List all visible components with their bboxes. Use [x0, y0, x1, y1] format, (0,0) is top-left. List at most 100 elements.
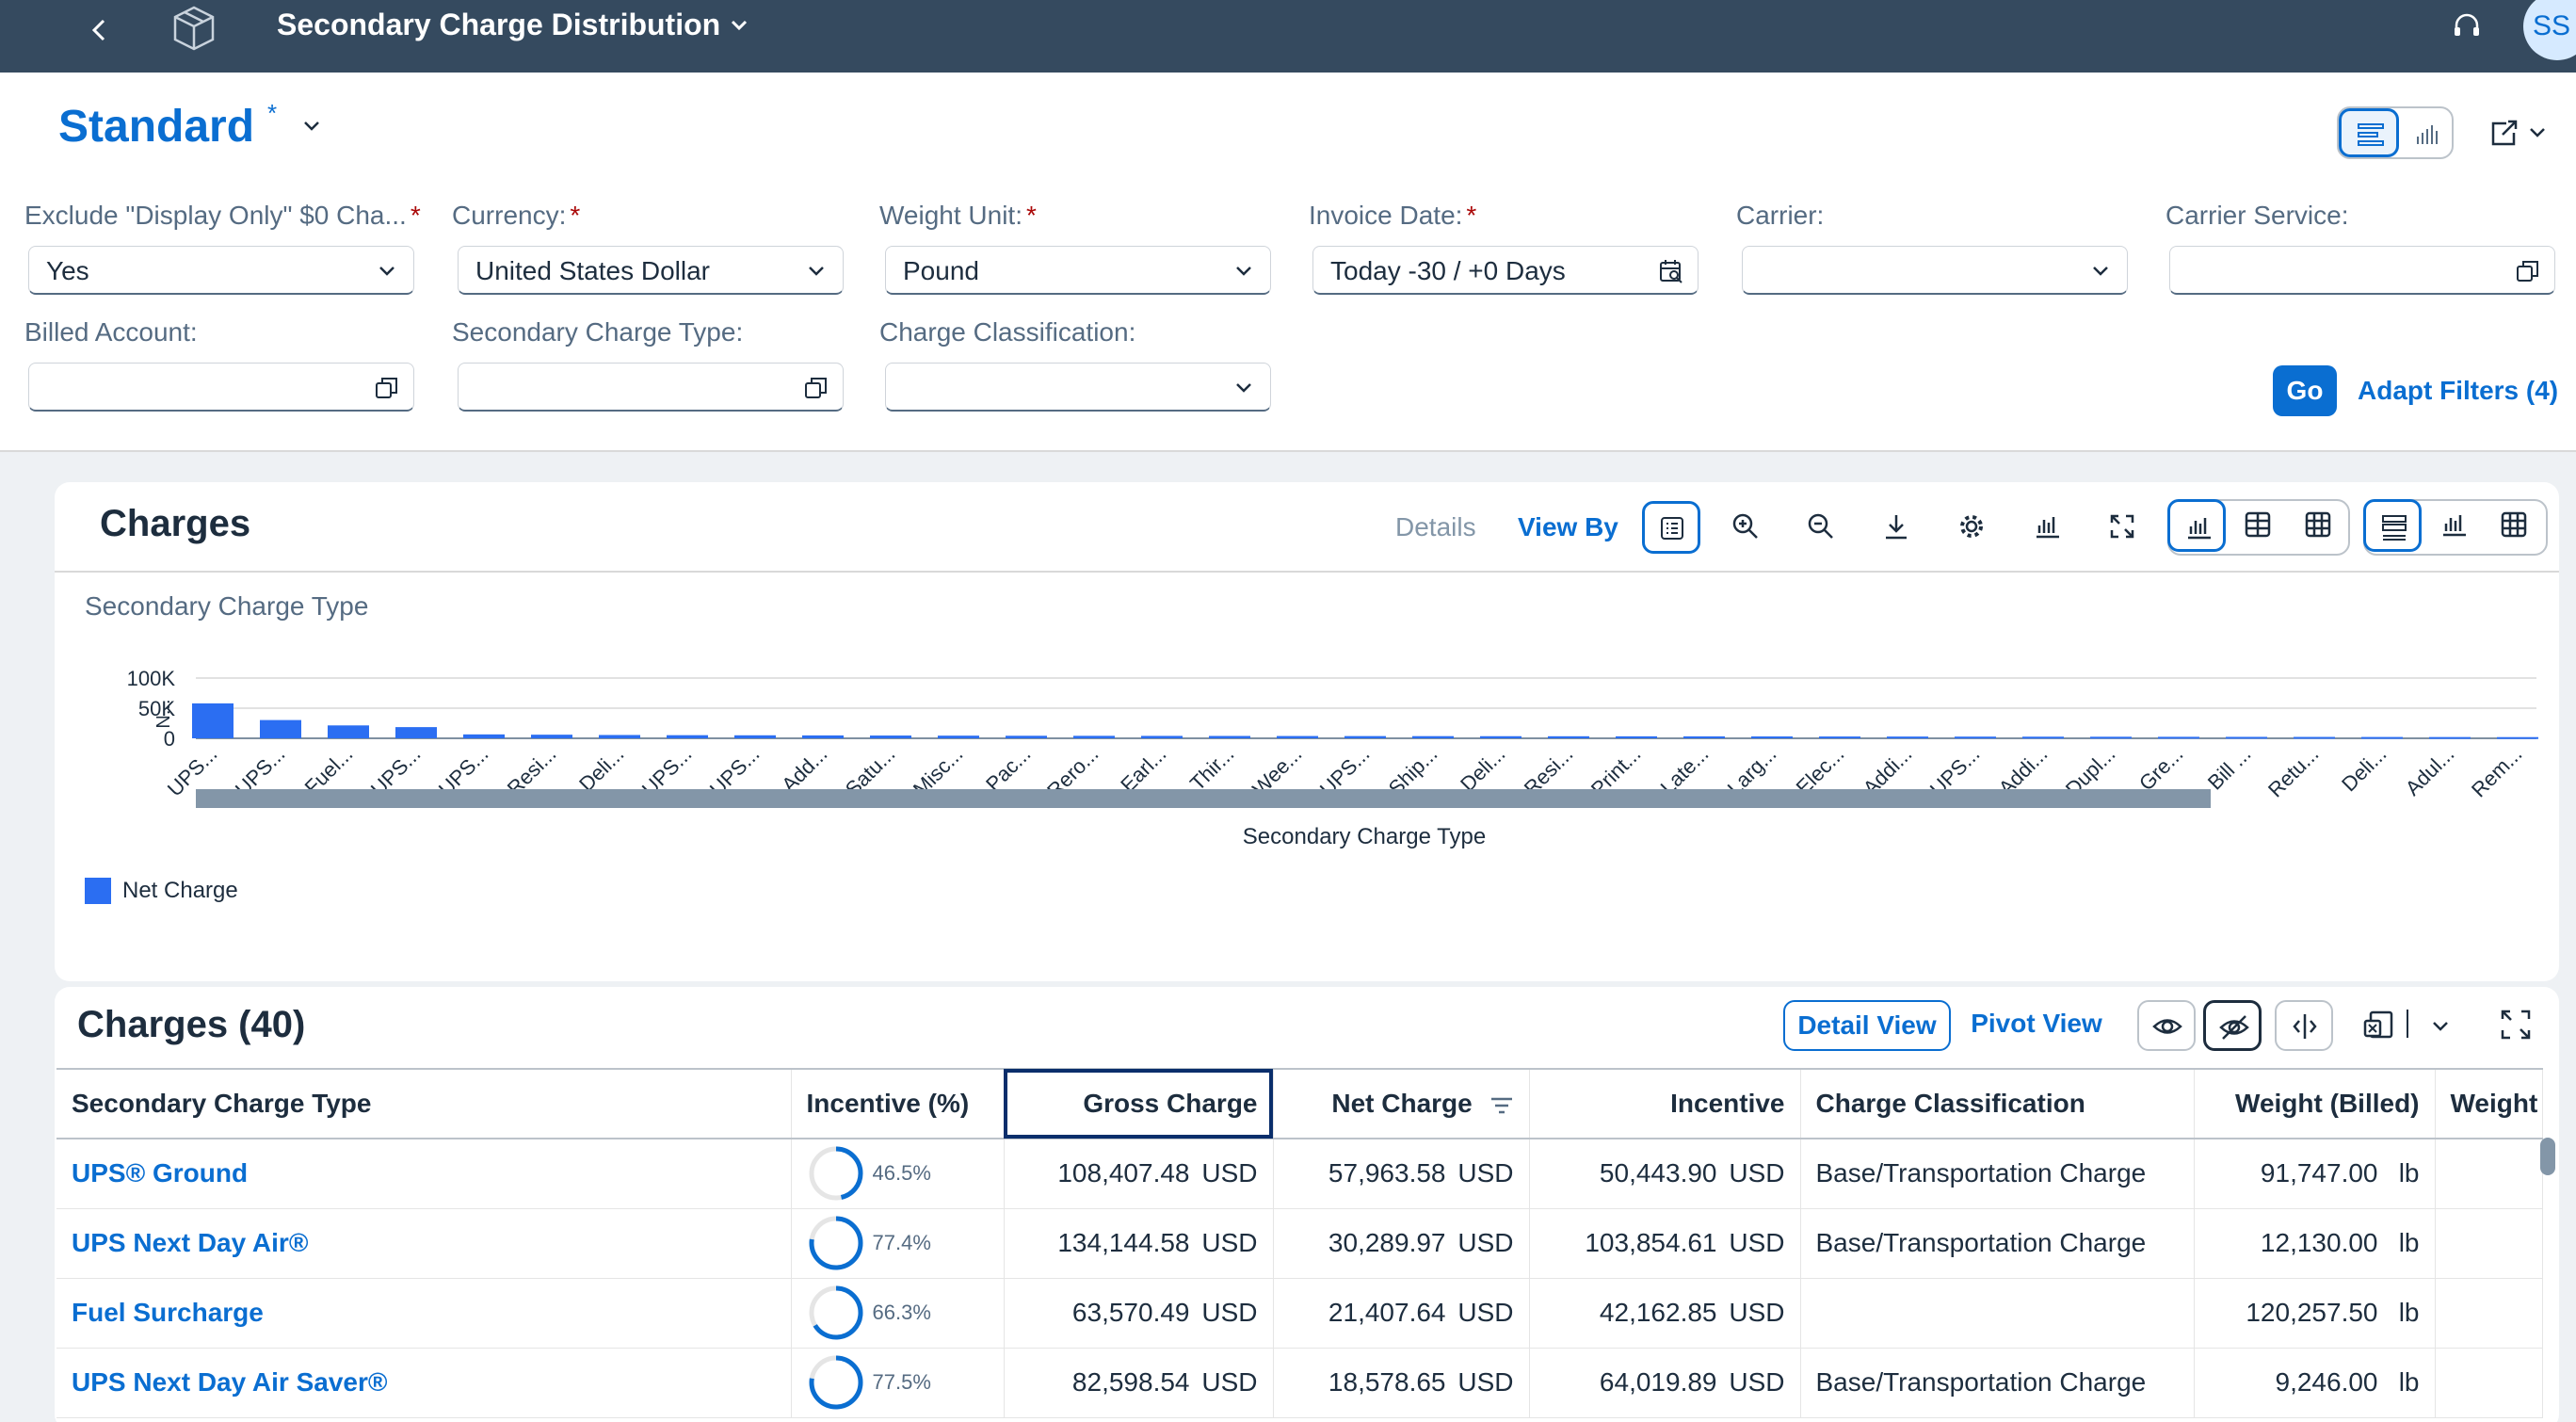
secondary-charge-type-input[interactable] — [458, 363, 844, 412]
column-header-incentive[interactable]: Incentive — [1529, 1068, 1801, 1139]
currency-code: USD — [1201, 1367, 1258, 1397]
exclude-display-only-select[interactable]: Yes — [28, 246, 414, 295]
carrier-select[interactable] — [1742, 246, 2128, 295]
column-header-secondary-charge-type[interactable]: Secondary Charge Type — [56, 1068, 792, 1139]
table-scrollbar-thumb[interactable] — [2540, 1138, 2555, 1175]
filter-bar: Standard * Exclude "Display Only" $0 Cha… — [0, 73, 2576, 547]
filter-label-invoice-date: Invoice Date: * — [1309, 201, 1477, 230]
filter-label-carrier: Carrier: — [1736, 201, 1825, 230]
incentive-pct-value: 46.5% — [872, 1161, 931, 1186]
table-only-button[interactable] — [2290, 499, 2348, 552]
visual-filter-button[interactable] — [2401, 108, 2454, 157]
table-row[interactable]: UPS Next Day Air Saver® 77.5% 82,598.54 USD… — [56, 1348, 2543, 1418]
filter-bar-layout-button[interactable] — [2339, 108, 2399, 157]
charge-classification-select[interactable] — [885, 363, 1271, 412]
x-tick-label: Pac... — [981, 742, 1035, 796]
invoice-date-input[interactable]: Today -30 / +0 Days — [1312, 246, 1699, 295]
charge-classification-value: Base/Transportation Charge — [1815, 1228, 2147, 1257]
currency-code: USD — [1201, 1228, 1258, 1257]
column-header-weight[interactable]: Weight — [2435, 1068, 2543, 1139]
chart-type-button[interactable] — [2019, 501, 2077, 554]
incentive-progress-ring — [809, 1355, 862, 1410]
bar — [531, 735, 572, 738]
gross-charge-value: 134,144.58 — [1057, 1228, 1190, 1257]
x-axis-label: Secondary Charge Type — [1243, 824, 1486, 849]
charge-type-link[interactable]: UPS Next Day Air Saver® — [72, 1367, 388, 1397]
billed-account-input[interactable] — [28, 363, 414, 412]
value-help-icon[interactable] — [803, 375, 829, 401]
column-header-incentive-pct[interactable]: Incentive (%) — [791, 1068, 1005, 1139]
bar — [463, 734, 505, 738]
view-by-button[interactable]: View By — [1518, 512, 1618, 541]
chart-only-button[interactable] — [2167, 499, 2226, 552]
currency-select[interactable]: United States Dollar — [458, 246, 844, 295]
column-split-icon — [2293, 1014, 2317, 1039]
legend-label-net-charge[interactable]: Net Charge — [122, 878, 238, 903]
value-help-icon[interactable] — [374, 375, 400, 401]
detail-view-button[interactable]: Detail View — [1783, 1000, 1951, 1051]
table-row[interactable]: Fuel Surcharge 66.3% 63,570.49 USD 21,407.64… — [56, 1278, 2543, 1349]
details-button[interactable]: Details — [1395, 512, 1476, 541]
legend-toggle-button[interactable] — [1642, 501, 1700, 554]
x-tick-label: Bill ... — [2203, 742, 2256, 795]
table-row[interactable]: UPS® Ground 46.5% 108,407.48 USD 57,963.58 US… — [56, 1139, 2543, 1209]
chevron-down-icon — [809, 267, 824, 276]
bar — [1887, 736, 1928, 739]
column-resize-button[interactable] — [2275, 1000, 2333, 1051]
export-menu-chevron-down-icon[interactable] — [2427, 1013, 2454, 1040]
x-tick-label: Retu... — [2263, 742, 2324, 802]
variant-title[interactable]: Standard — [58, 102, 255, 152]
eye-icon — [2152, 1019, 2182, 1034]
chart-layout-button[interactable] — [2425, 499, 2484, 552]
variant-chevron-down-icon[interactable] — [299, 114, 324, 138]
weight-cell — [2435, 1348, 2543, 1418]
column-header-charge-classification[interactable]: Charge Classification — [1800, 1068, 2195, 1139]
fullscreen-button[interactable] — [2094, 501, 2152, 554]
chart-settings-button[interactable] — [1943, 501, 2002, 554]
currency-code: USD — [1457, 1158, 1514, 1188]
incentive-value: 64,019.89 — [1599, 1367, 1717, 1397]
go-button[interactable]: Go — [2273, 365, 2337, 416]
chevron-left-icon — [91, 19, 105, 41]
value-help-icon[interactable] — [2515, 258, 2541, 284]
chevron-down-icon[interactable] — [725, 11, 753, 40]
support-headset-icon[interactable] — [2450, 9, 2484, 43]
weight-unit-select[interactable]: Pound — [885, 246, 1271, 295]
table-fullscreen-icon[interactable] — [2499, 1008, 2533, 1042]
calendar-icon[interactable] — [1658, 258, 1684, 284]
hide-details-button[interactable] — [2203, 1000, 2262, 1051]
adapt-filters-button[interactable]: Adapt Filters (4) — [2358, 376, 2559, 405]
x-tick-label: Earl... — [1116, 742, 1170, 797]
column-header-weight-billed[interactable]: Weight (Billed) — [2194, 1068, 2436, 1139]
bar — [2497, 736, 2538, 739]
app-title[interactable]: Secondary Charge Distribution — [277, 8, 721, 41]
grid-layout-button[interactable] — [2486, 499, 2544, 552]
toolbar-separator — [2407, 1010, 2408, 1038]
share-button[interactable] — [2486, 112, 2552, 154]
user-avatar[interactable]: SS — [2523, 0, 2576, 60]
bar — [2022, 736, 2064, 739]
zoom-out-button[interactable] — [1793, 501, 1851, 554]
charge-type-link[interactable]: UPS® Ground — [72, 1158, 249, 1188]
currency-code: USD — [1729, 1158, 1785, 1188]
gross-charge-value: 82,598.54 — [1071, 1367, 1190, 1397]
export-excel-icon[interactable] — [2363, 1010, 2395, 1042]
download-button[interactable] — [1868, 501, 1926, 554]
bar — [260, 719, 301, 738]
chart-table-button[interactable] — [2230, 499, 2288, 552]
pivot-view-button[interactable]: Pivot View — [1971, 1009, 2102, 1038]
charge-type-link[interactable]: Fuel Surcharge — [72, 1298, 264, 1327]
x-tick-label: Deli... — [1456, 742, 1509, 796]
show-details-button[interactable] — [2137, 1000, 2196, 1051]
back-button[interactable] — [81, 11, 119, 49]
charge-type-link[interactable]: UPS Next Day Air® — [72, 1228, 309, 1257]
y-axis-label: N... — [153, 699, 174, 728]
column-header-net-charge[interactable]: Net Charge — [1273, 1068, 1530, 1139]
zoom-in-button[interactable] — [1717, 501, 1776, 554]
carrier-service-input[interactable] — [2169, 246, 2555, 295]
horizontal-layout-button[interactable] — [2363, 499, 2422, 552]
table-row[interactable]: UPS Next Day Air® 77.4% 134,144.58 USD 30,28… — [56, 1208, 2543, 1279]
column-header-gross-charge[interactable]: Gross Charge — [1004, 1068, 1274, 1139]
gross-charge-value: 108,407.48 — [1057, 1158, 1190, 1188]
legend-swatch-net-charge[interactable] — [85, 878, 111, 904]
